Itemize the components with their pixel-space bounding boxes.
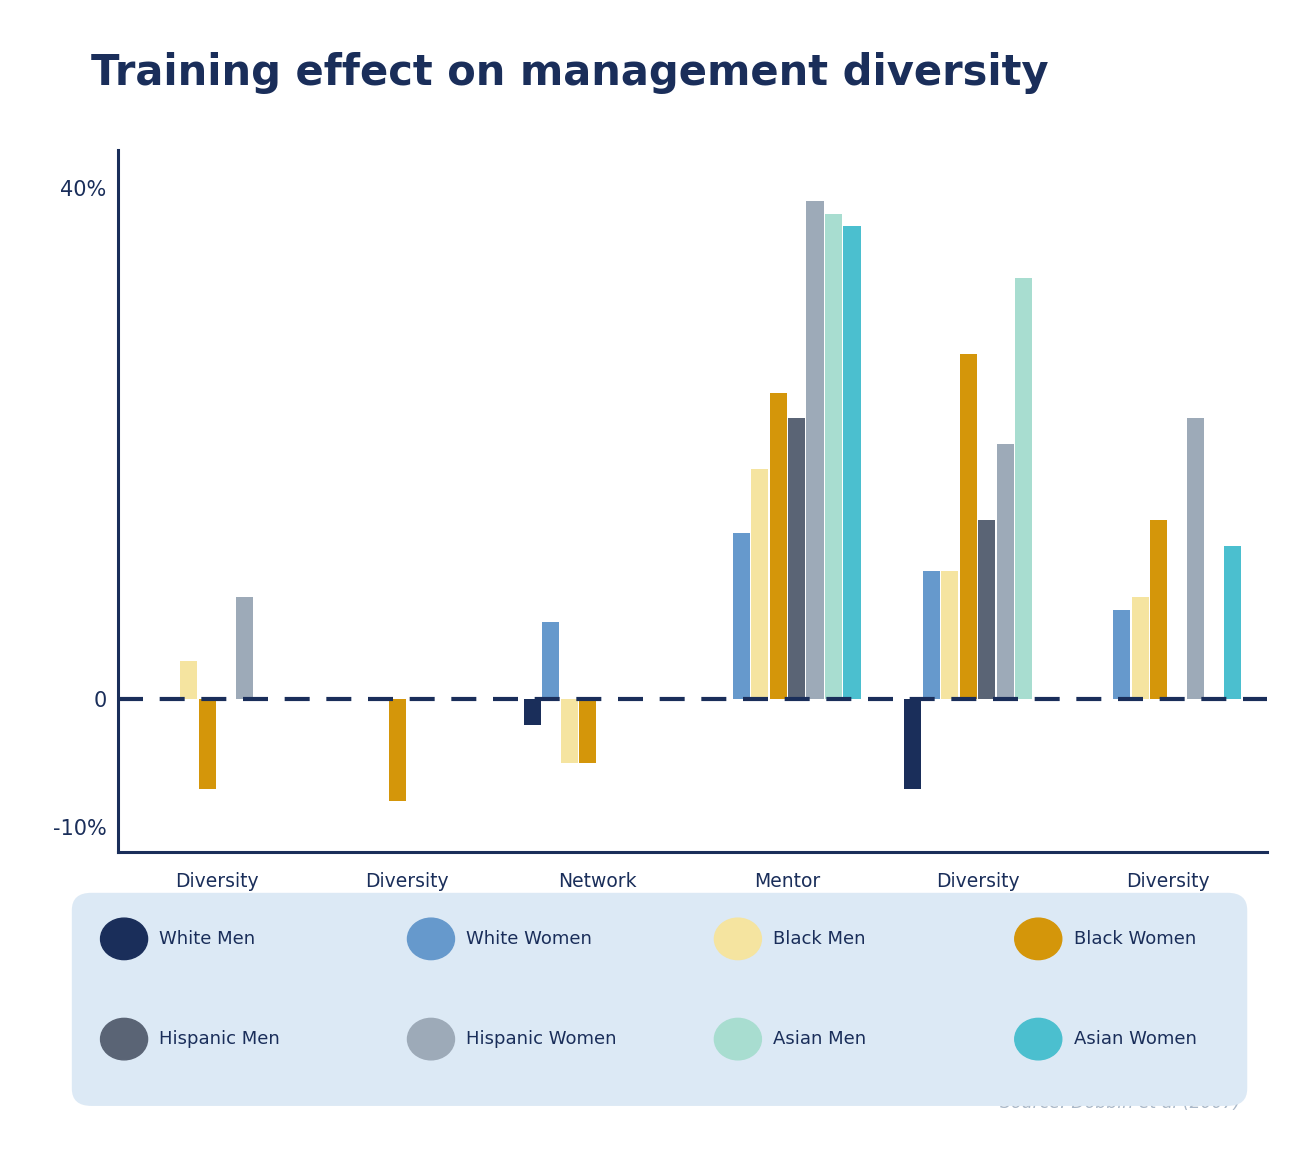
- Text: Source: Dobbin et al (2007): Source: Dobbin et al (2007): [1000, 1093, 1241, 1112]
- Bar: [751, 469, 768, 699]
- Bar: [825, 213, 842, 699]
- Bar: [942, 571, 959, 699]
- Bar: [1151, 521, 1168, 699]
- Text: Training effect on management diversity: Training effect on management diversity: [91, 52, 1049, 93]
- Bar: [580, 699, 597, 763]
- Bar: [978, 521, 995, 699]
- Bar: [1224, 546, 1241, 699]
- Bar: [844, 227, 861, 699]
- Bar: [235, 597, 253, 699]
- Text: Hispanic Men: Hispanic Men: [159, 1030, 279, 1048]
- Bar: [733, 533, 750, 699]
- Text: White Men: White Men: [159, 930, 256, 948]
- Bar: [560, 699, 577, 763]
- Bar: [996, 444, 1013, 699]
- Bar: [788, 418, 804, 699]
- Bar: [542, 622, 559, 699]
- Bar: [923, 571, 940, 699]
- Bar: [524, 699, 541, 725]
- Bar: [1113, 609, 1130, 699]
- Bar: [1187, 418, 1204, 699]
- Bar: [1015, 278, 1033, 699]
- Bar: [199, 699, 215, 789]
- Text: Black Women: Black Women: [1074, 930, 1196, 948]
- Bar: [769, 393, 786, 699]
- Text: Asian Women: Asian Women: [1074, 1030, 1196, 1048]
- Bar: [180, 661, 197, 699]
- Bar: [960, 354, 977, 699]
- Text: Asian Men: Asian Men: [773, 1030, 866, 1048]
- Bar: [807, 200, 824, 699]
- Bar: [389, 699, 406, 802]
- Text: Black Men: Black Men: [773, 930, 866, 948]
- Bar: [904, 699, 922, 789]
- Bar: [1131, 597, 1149, 699]
- Text: White Women: White Women: [466, 930, 592, 948]
- Text: Hispanic Women: Hispanic Women: [466, 1030, 616, 1048]
